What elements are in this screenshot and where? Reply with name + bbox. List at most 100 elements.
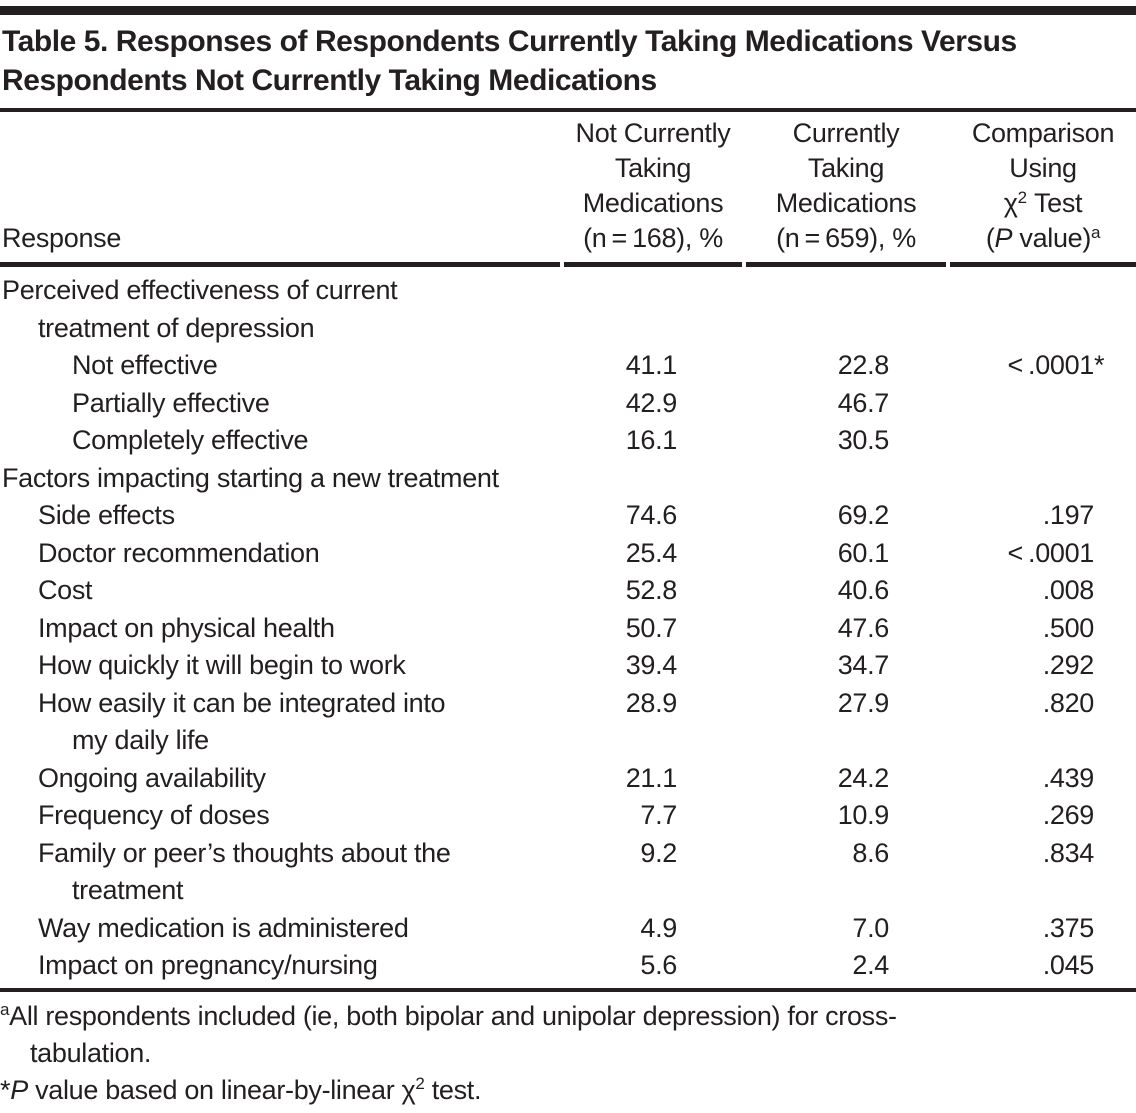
cell-not-taking-pct bbox=[564, 267, 742, 347]
header-line: (n = 168), % bbox=[583, 223, 723, 253]
cell-taking-pct: 2.4 bbox=[852, 950, 889, 980]
table-title-text: Table 5. Responses of Respondents Curren… bbox=[2, 25, 1017, 97]
cell-p-value bbox=[950, 422, 1136, 460]
footnote-a-marker: a bbox=[1091, 222, 1101, 242]
column-header-response: Response bbox=[0, 112, 560, 267]
data-table: Response Not Currently Taking Medication… bbox=[0, 112, 1136, 985]
header-line: Medications bbox=[582, 188, 724, 218]
cell-response: Perceived effectiveness of current treatm… bbox=[0, 267, 560, 347]
cell-response: Ongoing availability bbox=[0, 760, 560, 798]
row-label-line: Factors impacting starting a new treatme… bbox=[2, 462, 499, 493]
cell-p-value: .375 bbox=[1042, 912, 1095, 943]
column-header-taking: Currently Taking Medications (n = 659), … bbox=[746, 112, 946, 267]
column-header-comparison: Comparison Using χ2 Test (P value)a bbox=[950, 112, 1136, 267]
table-row: Cost 52.8 40.6 .008 bbox=[0, 572, 1136, 610]
column-header-response-label: Response bbox=[2, 223, 122, 253]
row-label-line: Doctor recommendation bbox=[38, 537, 320, 568]
cell-taking-pct: 24.2 bbox=[837, 762, 890, 793]
table-header: Response Not Currently Taking Medication… bbox=[0, 112, 1136, 267]
cell-not-taking-pct: 4.9 bbox=[640, 912, 677, 943]
cell-not-taking-pct: 5.6 bbox=[640, 950, 677, 980]
cell-response: Factors impacting starting a new treatme… bbox=[0, 460, 560, 498]
header-line: Currently bbox=[792, 118, 900, 148]
cell-p-value: .045 bbox=[1042, 950, 1095, 980]
star-marker: * bbox=[0, 1074, 11, 1105]
cell-taking-pct: 60.1 bbox=[837, 537, 890, 568]
cell-taking-pct: 46.7 bbox=[837, 387, 890, 418]
table-row: How easily it can be integrated into my d… bbox=[0, 685, 1136, 760]
footnotes: aAll respondents included (ie, both bipo… bbox=[0, 998, 1136, 1109]
cell-not-taking-pct: 41.1 bbox=[625, 350, 678, 380]
row-label-line: Completely effective bbox=[72, 425, 309, 455]
table-row: Impact on pregnancy/nursing 5.6 2.4 .045 bbox=[0, 947, 1136, 985]
row-label-line: Impact on physical health bbox=[38, 612, 335, 643]
cell-p-value: < .0001 bbox=[1007, 537, 1095, 568]
table-row: Not effective 41.1 22.8 < .0001* bbox=[0, 347, 1136, 385]
table-title: Table 5. Responses of Respondents Curren… bbox=[0, 22, 1136, 112]
cell-p-value: .439 bbox=[1042, 762, 1095, 793]
table-row: Frequency of doses 7.7 10.9 .269 bbox=[0, 797, 1136, 835]
footnote-a-superscript: a bbox=[0, 1000, 10, 1020]
header-line: Taking bbox=[807, 153, 885, 183]
cell-taking-pct: 30.5 bbox=[837, 425, 890, 455]
row-label-line: Perceived effectiveness of current bbox=[2, 275, 398, 305]
cell-not-taking-pct: 16.1 bbox=[625, 425, 678, 455]
table-row: Ongoing availability 21.1 24.2 .439 bbox=[0, 760, 1136, 798]
row-label-line: Not effective bbox=[72, 350, 218, 380]
cell-p-value bbox=[950, 460, 1136, 498]
row-label-line: Partially effective bbox=[72, 387, 270, 418]
cell-response: Partially effective bbox=[0, 385, 560, 423]
table-row: Way medication is administered 4.9 7.0 .375 bbox=[0, 910, 1136, 948]
footnote-star-text: value based on linear-by-linear χ bbox=[27, 1074, 416, 1105]
table-row: Partially effective 42.9 46.7 bbox=[0, 385, 1136, 423]
cell-taking-pct bbox=[746, 460, 946, 498]
row-label-line: Cost bbox=[38, 575, 93, 605]
cell-response: Cost bbox=[0, 572, 560, 610]
cell-response: Side effects bbox=[0, 497, 560, 535]
cell-p-value: .834 bbox=[1042, 837, 1095, 868]
chi-superscript: 2 bbox=[415, 1074, 425, 1094]
header-line: Using bbox=[1009, 153, 1077, 183]
footnote-a-line2: tabulation. bbox=[30, 1037, 152, 1068]
header-line: Not Currently bbox=[575, 118, 731, 148]
header-line-chi-test: χ2 Test bbox=[950, 186, 1136, 221]
table-row: Factors impacting starting a new treatme… bbox=[0, 460, 1136, 498]
cell-p-value: .008 bbox=[1042, 575, 1095, 605]
p-italic: P bbox=[10, 1074, 28, 1105]
row-label-line: Family or peer’s thoughts about the bbox=[38, 837, 451, 868]
cell-response: Doctor recommendation bbox=[0, 535, 560, 573]
row-label-line: treatment of depression bbox=[38, 312, 315, 343]
cell-not-taking-pct: 7.7 bbox=[640, 800, 677, 830]
cell-p-value: .197 bbox=[1042, 500, 1095, 530]
cell-p-value: .292 bbox=[1042, 650, 1095, 680]
header-line: Medications bbox=[775, 188, 917, 218]
footnote-star: *P value based on linear-by-linear χ2 te… bbox=[0, 1072, 1136, 1109]
header-line: Taking bbox=[614, 153, 692, 183]
cell-taking-pct bbox=[746, 267, 946, 347]
cell-p-value: .269 bbox=[1042, 800, 1095, 830]
cell-not-taking-pct: 52.8 bbox=[625, 575, 678, 605]
cell-p-value: .820 bbox=[1042, 687, 1095, 718]
cell-response: Frequency of doses bbox=[0, 797, 560, 835]
cell-not-taking-pct: 21.1 bbox=[625, 762, 678, 793]
top-rule bbox=[0, 6, 1136, 15]
cell-taking-pct: 34.7 bbox=[837, 650, 890, 680]
row-label-line: treatment bbox=[72, 875, 184, 905]
cell-taking-pct: 69.2 bbox=[837, 500, 890, 530]
cell-response: Way medication is administered bbox=[0, 910, 560, 948]
cell-not-taking-pct bbox=[564, 460, 742, 498]
cell-response: Impact on pregnancy/nursing bbox=[0, 947, 560, 985]
cell-p-value: < .0001* bbox=[1007, 350, 1105, 380]
cell-p-value: .500 bbox=[1042, 612, 1095, 643]
row-label-line: How easily it can be integrated into bbox=[38, 687, 446, 718]
chi-glyph: χ bbox=[1003, 188, 1018, 218]
footnote-star-end: test. bbox=[424, 1074, 482, 1105]
cell-p-value bbox=[950, 267, 1136, 347]
cell-p-value bbox=[950, 385, 1136, 423]
cell-taking-pct: 22.8 bbox=[837, 350, 890, 380]
table-row: Family or peer’s thoughts about the treat… bbox=[0, 835, 1136, 910]
cell-response: Completely effective bbox=[0, 422, 560, 460]
cell-not-taking-pct: 74.6 bbox=[625, 500, 678, 530]
table-row: Impact on physical health 50.7 47.6 .500 bbox=[0, 610, 1136, 648]
column-header-not-taking: Not Currently Taking Medications (n = 16… bbox=[564, 112, 742, 267]
